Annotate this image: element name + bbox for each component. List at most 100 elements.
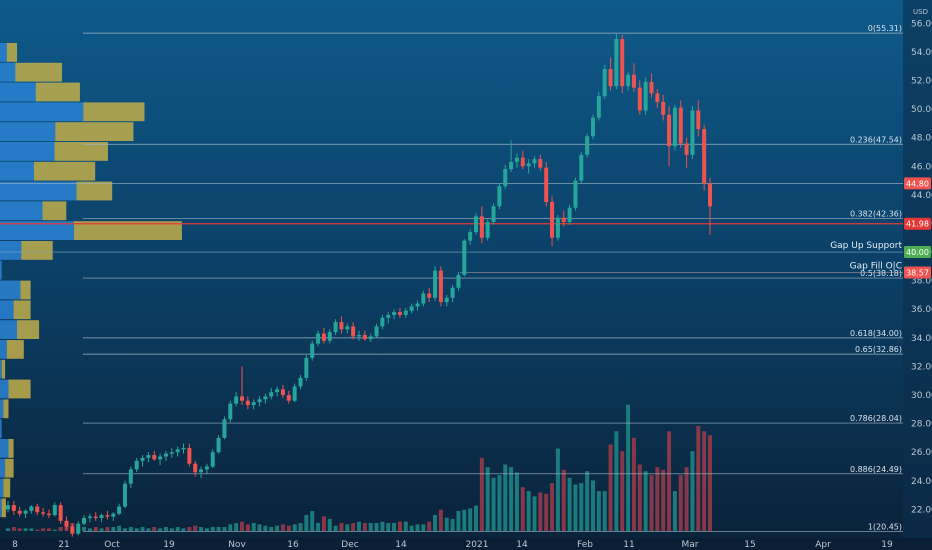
candle-body	[655, 93, 660, 102]
volume-bar	[368, 523, 373, 531]
volume-bar	[380, 521, 385, 531]
candle-body	[128, 469, 133, 484]
profile-bar-sell	[34, 161, 96, 181]
price-badge	[904, 217, 931, 230]
volume-bar	[99, 528, 104, 531]
volume-bar	[567, 477, 572, 531]
profile-bar-sell	[73, 221, 182, 240]
y-tick-label: 26.00	[911, 448, 932, 458]
candle-body	[105, 515, 110, 517]
profile-bar-buy	[0, 300, 14, 320]
candle-body	[6, 505, 10, 510]
candle-body	[368, 336, 373, 340]
profile-bar-sell	[83, 102, 145, 122]
candle-body	[46, 513, 51, 516]
candle-body	[292, 386, 297, 401]
volume-bar	[614, 431, 619, 531]
volume-bar	[251, 523, 256, 531]
volume-bar	[158, 528, 163, 531]
volume-bar	[93, 527, 98, 531]
volume-bar	[497, 475, 502, 531]
profile-bar-buy	[0, 201, 43, 221]
volume-bar	[257, 524, 262, 531]
profile-bar-sell	[54, 142, 108, 161]
candle-body	[275, 389, 280, 393]
volume-bar	[626, 404, 631, 531]
candle-body	[514, 157, 519, 162]
fib-label: 1(20.45)	[868, 523, 902, 532]
volume-bar	[134, 528, 139, 531]
candle-body	[462, 240, 467, 275]
volume-bar	[292, 524, 297, 531]
candle-body	[491, 206, 496, 223]
candle-body	[386, 314, 391, 318]
volume-bar	[298, 523, 303, 531]
volume-bar	[128, 527, 133, 531]
volume-bar	[41, 528, 46, 531]
volume-bar	[29, 528, 34, 531]
candle-body	[702, 129, 707, 184]
candle-body	[637, 87, 642, 111]
profile-bar-buy	[0, 221, 74, 240]
x-tick-label: Nov	[228, 540, 246, 550]
candle-body	[357, 334, 361, 337]
price-badge	[904, 246, 931, 259]
y-tick-label: 36.00	[911, 305, 932, 315]
candle-body	[327, 332, 332, 341]
candle-body	[310, 343, 315, 358]
volume-bar	[17, 528, 22, 531]
y-tick-label: 46.00	[911, 162, 932, 172]
volume-bar	[169, 528, 174, 531]
candle-body	[245, 400, 250, 406]
candle-body	[70, 526, 75, 534]
volume-bar	[193, 525, 198, 531]
profile-bar-buy	[0, 241, 22, 260]
candle-body	[392, 312, 397, 315]
candle-body	[345, 326, 350, 330]
candle-body	[649, 81, 654, 94]
time-axis[interactable]: 8 21 Oct 19 Nov 16 Dec 14 2021 14 Feb 11 Mar 15 Apr 19	[0, 538, 932, 550]
volume-bar	[146, 528, 151, 531]
volume-bar	[392, 523, 397, 531]
profile-bar-sell	[21, 241, 53, 260]
candle-body	[134, 460, 139, 470]
candle-body	[163, 453, 168, 457]
candle-body	[204, 466, 209, 470]
candle-body	[374, 326, 379, 337]
horizontal-lines: Gap Up Support Gap Fill O|C	[0, 183, 903, 273]
profile-bar-buy	[0, 82, 36, 102]
volume-bar	[245, 524, 250, 531]
volume-bar	[672, 491, 677, 531]
x-tick-label: 14	[516, 540, 528, 550]
profile-bar-sell	[55, 122, 134, 141]
volume-bar	[362, 523, 367, 531]
profile-bar-sell	[17, 320, 40, 339]
profile-bar-sell	[13, 300, 31, 320]
volume-bar	[327, 519, 332, 531]
candle-body	[87, 516, 92, 518]
volume-bar	[573, 484, 578, 531]
candle-body	[58, 505, 63, 521]
volume-bar	[163, 527, 168, 531]
candle-body	[117, 506, 122, 514]
candle-body	[708, 183, 712, 207]
volume-bar	[275, 525, 280, 531]
profile-bar-buy	[0, 181, 77, 201]
candle-body	[526, 163, 531, 167]
volume-bar	[58, 527, 63, 531]
profile-bar-sell	[1, 498, 6, 518]
volume-bar	[503, 464, 508, 531]
volume-bar	[140, 527, 145, 531]
candle-body	[643, 81, 648, 111]
x-tick-label: Dec	[341, 540, 358, 550]
volume-bar	[661, 469, 666, 531]
y-tick-label: 22.00	[911, 505, 932, 515]
profile-bar-sell	[1, 359, 6, 379]
volume-bar	[111, 527, 116, 531]
volume-bar	[491, 477, 496, 531]
profile-bar-buy	[0, 122, 56, 141]
x-tick-label: 15	[744, 540, 755, 550]
